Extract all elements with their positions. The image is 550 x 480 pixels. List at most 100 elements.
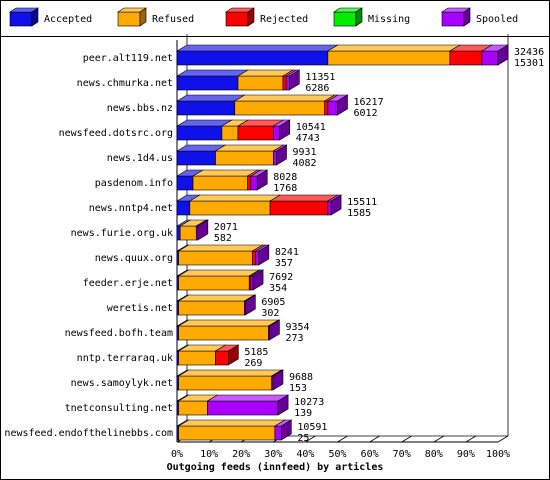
bar-side [256,169,268,191]
bar-label-count: 25 [297,433,309,444]
bar-segment [176,50,329,66]
y-tick-label: nntp.terraraq.uk [77,353,173,364]
bar-label-total: 8241 [275,247,299,258]
bar-label-total: 9354 [285,322,309,333]
legend-label: Spooled [476,14,518,25]
legend-swatch [117,11,141,27]
bar-label-count: 6286 [305,83,329,94]
bar-segment [178,250,253,266]
bar-label-total: 6905 [261,297,285,308]
bar-segment [327,100,338,116]
legend-label: Rejected [260,14,308,25]
bar-segment [178,300,245,316]
bar-segment [178,425,276,441]
bar-segment [178,275,250,291]
bar-label-count: 273 [285,333,303,344]
y-tick-label: news.chmurka.net [77,78,173,89]
bar-segment [178,400,208,416]
bar-segment [215,350,229,366]
bar-segment [234,100,325,116]
bar-segment [176,175,194,191]
legend-label: Missing [368,14,410,25]
x-tick-label: 90% [457,449,475,460]
bar-segment [237,75,284,91]
legend-swatch-side [355,7,363,27]
y-tick-label: newsfeed.dotsrc.org [59,128,173,139]
bar-top [177,369,283,377]
x-tick [337,435,348,443]
bar-segment [324,100,329,116]
bar-segment [176,200,191,216]
bar-top [175,94,246,102]
bar-segment [327,200,332,216]
bar-side [337,94,348,116]
bar-segment [250,275,254,291]
bar-side [245,294,256,316]
chart-title: Outgoing feeds (innfeed) by articles [167,461,384,473]
bar-segment [179,225,197,241]
legend-swatch-side [139,7,147,27]
bar-side [197,219,209,241]
y-tick-label: pasdenom.info [95,178,173,189]
bar-segment [221,125,239,141]
bar-side [281,419,292,441]
bar-segment [269,200,329,216]
legend-swatch-side [463,7,471,27]
bar-label-total: 10273 [294,397,324,408]
bar-side [279,119,291,141]
x-tick [401,435,412,443]
x-tick [465,435,477,443]
bar-label-total: 5185 [244,347,268,358]
bar-label-total: 2071 [214,222,238,233]
bar-label-total: 9688 [289,372,313,383]
bar-top [233,94,336,102]
bar-label-total: 10541 [296,122,326,133]
bar-segment [176,100,236,116]
bar-label-count: 153 [289,383,307,394]
bar-label-count: 4743 [296,133,320,144]
bar-top [177,419,286,427]
y-tick-label: news.samoylyk.net [71,378,173,389]
bar-top [177,244,264,252]
x-tick-label: 40% [296,449,314,460]
bar-segment [282,75,287,91]
bar-top [177,269,261,277]
x-tick [305,435,316,443]
y-tick-label: news.furie.org.uk [71,228,173,239]
x-tick-label: 60% [361,449,379,460]
legend-swatch [9,11,33,27]
bar-segment [176,125,223,141]
x-tick [433,435,445,443]
bar-side [277,394,289,416]
x-tick-label: 20% [232,449,250,460]
bar-label-count: 354 [269,283,287,294]
bar-segment [250,175,258,191]
x-tick [369,435,380,443]
bar-label-count: 582 [214,233,232,244]
bar-label-count: 1585 [347,208,371,219]
bar-label-total: 11351 [305,72,335,83]
y-tick-label: news.nntp4.net [89,203,173,214]
bar-side [289,69,300,91]
x-tick-label: 80% [425,449,443,460]
bar-label-count: 15301 [514,58,544,69]
bar-top [175,44,339,52]
bar-label-total: 8028 [273,172,297,183]
legend-swatch [441,11,465,27]
legend-label: Accepted [44,14,92,25]
bar-side [228,344,239,366]
bar-label-total: 9931 [293,147,317,158]
legend-swatch-side [31,7,39,27]
x-tick-label: 30% [264,449,282,460]
bar-side [258,244,270,266]
legend-label: Refused [152,14,194,25]
bar-label-total: 10591 [297,422,327,433]
y-tick-label: newsfeed.bofh.team [65,328,173,339]
bar-top [191,169,259,177]
x-tick-label: 100% [486,449,510,460]
bar-segment [207,400,279,416]
bar-segment [178,375,272,391]
bar-top [326,44,461,52]
bar-label-count: 302 [261,308,279,319]
